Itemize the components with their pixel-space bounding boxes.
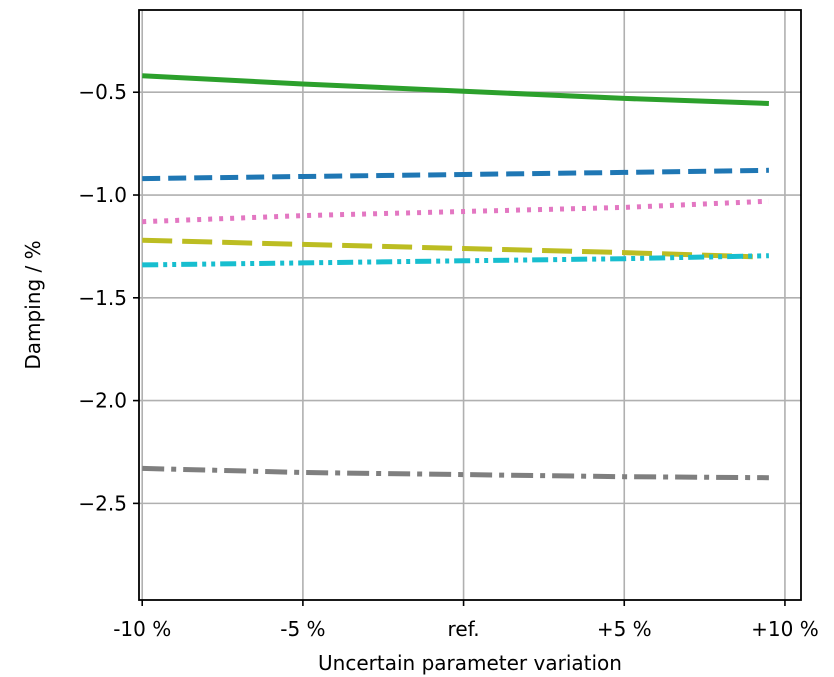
series-line	[142, 253, 769, 268]
y-tick-label: −1.0	[78, 183, 127, 207]
x-tick-label: -10 %	[113, 617, 171, 641]
series-line	[142, 465, 769, 481]
y-tick-label: −0.5	[78, 80, 127, 104]
series-line	[142, 237, 753, 260]
y-axis-label: Damping / %	[21, 240, 45, 369]
series-line	[142, 198, 770, 225]
x-tick-label: ref.	[448, 617, 480, 641]
series-line	[142, 73, 769, 106]
y-tick-label: −2.0	[78, 389, 127, 413]
x-tick-label: +10 %	[751, 617, 819, 641]
x-axis-label: Uncertain parameter variation	[318, 651, 622, 675]
x-tick-label: -5 %	[280, 617, 325, 641]
y-tick-label: −1.5	[78, 286, 127, 310]
series-line	[142, 167, 769, 182]
y-tick-label: −2.5	[78, 491, 127, 515]
plot-frame	[138, 9, 802, 601]
grid	[139, 10, 801, 600]
x-tick-label: +5 %	[597, 617, 652, 641]
series-group	[142, 73, 770, 481]
ticks: -10 % -5 % ref. +5 % +10 % −0.5 −1.0 −1.5 −2.0 −2…	[78, 80, 818, 641]
